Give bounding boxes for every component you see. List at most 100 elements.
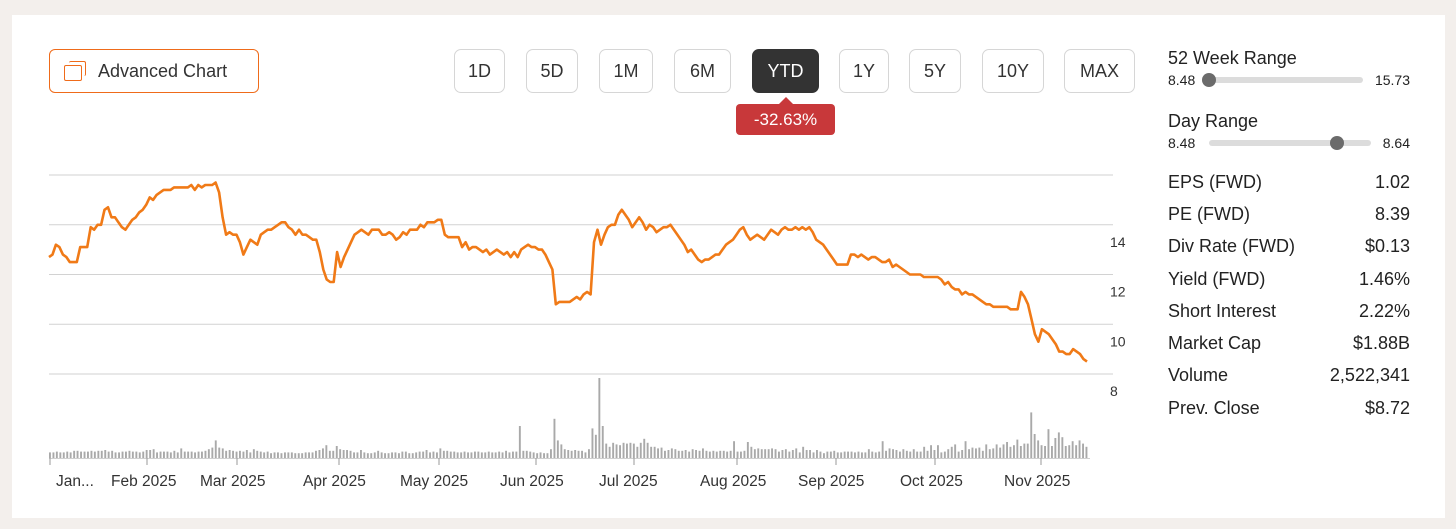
volume-bar <box>149 450 152 458</box>
volume-bar <box>111 450 114 458</box>
volume-bar <box>805 450 808 458</box>
volume-bar <box>342 450 345 458</box>
volume-bar <box>746 442 749 458</box>
volume-bar <box>100 450 103 458</box>
volume-bar <box>259 451 262 458</box>
volume-bar <box>598 378 601 458</box>
stat-row-market-cap: Market Cap $1.88B <box>1168 327 1410 359</box>
volume-bar <box>553 418 556 458</box>
volume-bar <box>501 452 504 458</box>
range-1d-button[interactable]: 1D <box>454 49 505 93</box>
price-chart[interactable]: 14 12 10 8 Jan... Feb 2025 Mar 2025 Apr 2025 May… <box>0 0 1140 500</box>
range-10y-button[interactable]: 10Y <box>982 49 1044 93</box>
volume-bar <box>294 453 297 458</box>
volume-bar <box>335 446 338 458</box>
volume-bar <box>228 450 231 458</box>
volume-bar <box>736 451 739 458</box>
volume-bar <box>961 450 964 458</box>
volume-bar <box>639 442 642 458</box>
volume-bar <box>287 452 290 458</box>
volume-bar <box>487 451 490 458</box>
volume-bar <box>107 451 110 458</box>
x-tick-label: Jul 2025 <box>599 473 658 490</box>
y-tick-label: 10 <box>1110 333 1126 349</box>
volume-bar <box>843 451 846 458</box>
volume-bar <box>432 451 435 458</box>
volume-bar <box>494 452 497 458</box>
volume-bar <box>857 451 860 458</box>
volume-bar <box>774 449 777 458</box>
stat-label: EPS (FWD) <box>1168 171 1262 192</box>
volume-bar <box>798 452 801 458</box>
volume-bar <box>190 451 193 458</box>
range-ytd-button[interactable]: YTD <box>752 49 819 93</box>
stat-label: Volume <box>1168 365 1229 386</box>
volume-bar <box>902 449 905 458</box>
volume-bar <box>401 451 404 458</box>
volume-bar <box>850 451 853 458</box>
range-1y-button[interactable]: 1Y <box>839 49 889 93</box>
volume-bar <box>1068 445 1071 458</box>
volume-bar <box>888 448 891 458</box>
advanced-chart-button[interactable]: Advanced Chart <box>49 49 259 93</box>
volume-bar <box>280 453 283 458</box>
volume-bar <box>145 450 148 458</box>
range-6m-button[interactable]: 6M <box>674 49 731 93</box>
volume-bar <box>159 451 162 458</box>
volume-bar <box>757 448 760 458</box>
volume-bar <box>411 453 414 458</box>
volume-bar <box>138 452 141 458</box>
volume-bar <box>957 451 960 458</box>
volume-bar <box>636 446 639 458</box>
volume-bar <box>422 451 425 458</box>
volume-bar <box>1019 446 1022 458</box>
volume-bar <box>691 449 694 458</box>
volume-bar <box>484 452 487 458</box>
volume-bar <box>895 450 898 458</box>
volume-bar <box>781 450 784 458</box>
volume-bar <box>650 446 653 458</box>
volume-bar <box>360 450 362 458</box>
stat-value: 1.46% <box>1358 268 1410 289</box>
volume-bar <box>384 453 386 458</box>
volume-bar <box>474 451 476 458</box>
volume-bar <box>916 451 919 458</box>
volume-bar <box>681 450 684 458</box>
week52-range-marker <box>1202 73 1217 87</box>
volume-bar <box>981 450 984 458</box>
week52-low: 8.48 <box>1168 72 1196 88</box>
volume-bar <box>456 452 459 458</box>
volume-bar <box>59 452 62 458</box>
range-5y-button[interactable]: 5Y <box>909 49 961 93</box>
volume-bar <box>643 438 646 458</box>
stat-value: 1.02 <box>1374 171 1410 192</box>
volume-bar <box>715 451 718 458</box>
volume-bar <box>702 448 704 458</box>
volume-bar <box>988 449 991 458</box>
volume-bar <box>601 426 604 458</box>
volume-bar <box>753 449 756 458</box>
volume-bar <box>366 453 369 458</box>
volume-bar <box>954 444 957 458</box>
volume-bar <box>975 448 977 458</box>
stat-value: $0.13 <box>1364 236 1410 257</box>
volume-bar <box>871 451 874 458</box>
range-1m-button[interactable]: 1M <box>599 49 653 93</box>
volume-bar <box>508 452 511 458</box>
volume-bar <box>833 450 836 458</box>
volume-bar <box>76 450 79 458</box>
volume-bar <box>885 450 887 458</box>
range-max-button[interactable]: MAX <box>1064 49 1135 93</box>
week52-range-row: 8.48 15.73 <box>1168 72 1410 88</box>
volume-bar <box>463 451 466 458</box>
volume-bar <box>62 452 65 458</box>
volume-bar <box>152 449 155 458</box>
volume-bar <box>684 450 687 458</box>
volume-bar <box>950 446 953 458</box>
volume-bar <box>197 451 200 458</box>
volume-bar <box>470 452 473 458</box>
range-5d-button[interactable]: 5D <box>526 49 578 93</box>
volume-bar <box>93 451 96 458</box>
volume-bar <box>183 451 186 458</box>
volume-bar <box>677 450 680 458</box>
